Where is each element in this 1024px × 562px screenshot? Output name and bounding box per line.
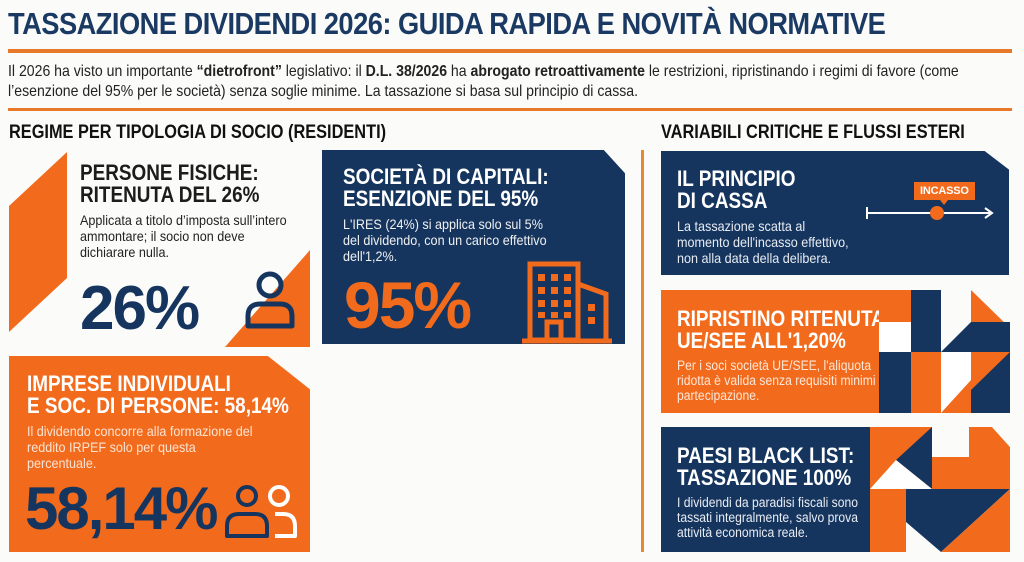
card-persone-fisiche: PERSONE FISICHE: RITENUTA DEL 26% Applic… (80, 160, 320, 261)
geometric-pattern-icon (879, 290, 1010, 413)
card-imprese-individuali: IMPRESE INDIVIDUALI E SOC. DI PERSONE: 5… (9, 356, 310, 552)
card-description: Applicata a titolo d’imposta sull’intero… (80, 212, 287, 260)
intro-text: Il 2026 ha visto un importante (8, 63, 197, 80)
intro-divider (8, 108, 1012, 111)
section-heading-esteri: VARIABILI CRITICHE E FLUSSI ESTERI (661, 122, 965, 143)
intro-text: legislativo: il (281, 63, 366, 80)
card-ritenuta-ue: RIPRISTINO RITENUTA UE/SEE ALL'1,20% Per… (661, 290, 888, 413)
card-description: Per i soci società UE/SEE, l'aliquota ri… (677, 358, 889, 403)
big-value-5814: 58,14% (25, 475, 218, 542)
title-divider (8, 49, 1012, 53)
card-title: TASSAZIONE 100% (677, 465, 852, 490)
section-heading-residenti: REGIME PER TIPOLOGIA DI SOCIO (RESIDENTI… (9, 122, 387, 143)
card-title: IL PRINCIPIO (677, 166, 796, 191)
card-black-list: PAESI BLACK LIST: TASSAZIONE 100% I divi… (661, 427, 871, 552)
card-title: RITENUTA DEL 26% (80, 182, 260, 207)
card-title: DI CASSA (677, 188, 768, 213)
intro-emphasis: “dietrofront” (196, 63, 282, 80)
card-principio-cassa: IL PRINCIPIO DI CASSA La tassazione scat… (661, 151, 1009, 275)
timeline-icon (866, 206, 994, 220)
page-title: TASSAZIONE DIVIDENDI 2026: GUIDA RAPIDA … (8, 6, 886, 41)
intro-emphasis: D.L. 38/2026 (365, 63, 448, 80)
building-icon (522, 261, 612, 344)
card-title: RIPRISTINO RITENUTA (677, 306, 885, 331)
people-icon (225, 485, 297, 538)
card-title: PERSONE FISICHE: (80, 160, 259, 185)
incasso-label: INCASSO (914, 182, 975, 205)
intro-emphasis: abrogato retroattivamente (470, 63, 645, 80)
card-title: E SOC. DI PERSONE: 58,14% (27, 393, 289, 418)
card-description: I dividendi da paradisi fiscali sono tas… (677, 495, 871, 540)
card-description: L'IRES (24%) si applica solo sul 5% del … (343, 216, 547, 264)
geometric-pattern-icon (861, 427, 1010, 552)
decorative-parallelogram (9, 152, 67, 332)
intro-paragraph: Il 2026 ha visto un importante “dietrofr… (8, 62, 1020, 102)
card-title: UE/SEE ALL'1,20% (677, 328, 846, 353)
big-value-95: 95% (344, 268, 472, 342)
card-description: Il dividendo concorre alla formazione de… (27, 423, 253, 471)
card-title: PAESI BLACK LIST: (677, 443, 855, 468)
big-value-26: 26% (80, 274, 200, 343)
right-column-divider (641, 150, 644, 552)
card-description: La tassazione scatta al momento dell'inc… (677, 218, 849, 266)
card-title: ESENZIONE DEL 95% (343, 186, 539, 211)
intro-text: le restrizioni, ripristinando i regimi d… (8, 63, 959, 100)
intro-text: ha (447, 63, 471, 80)
person-icon (245, 271, 295, 329)
card-title: IMPRESE INDIVIDUALI (27, 371, 231, 396)
card-societa-capitali: SOCIETÀ DI CAPITALI: ESENZIONE DEL 95% L… (322, 150, 625, 344)
card-title: SOCIETÀ DI CAPITALI: (343, 164, 549, 189)
